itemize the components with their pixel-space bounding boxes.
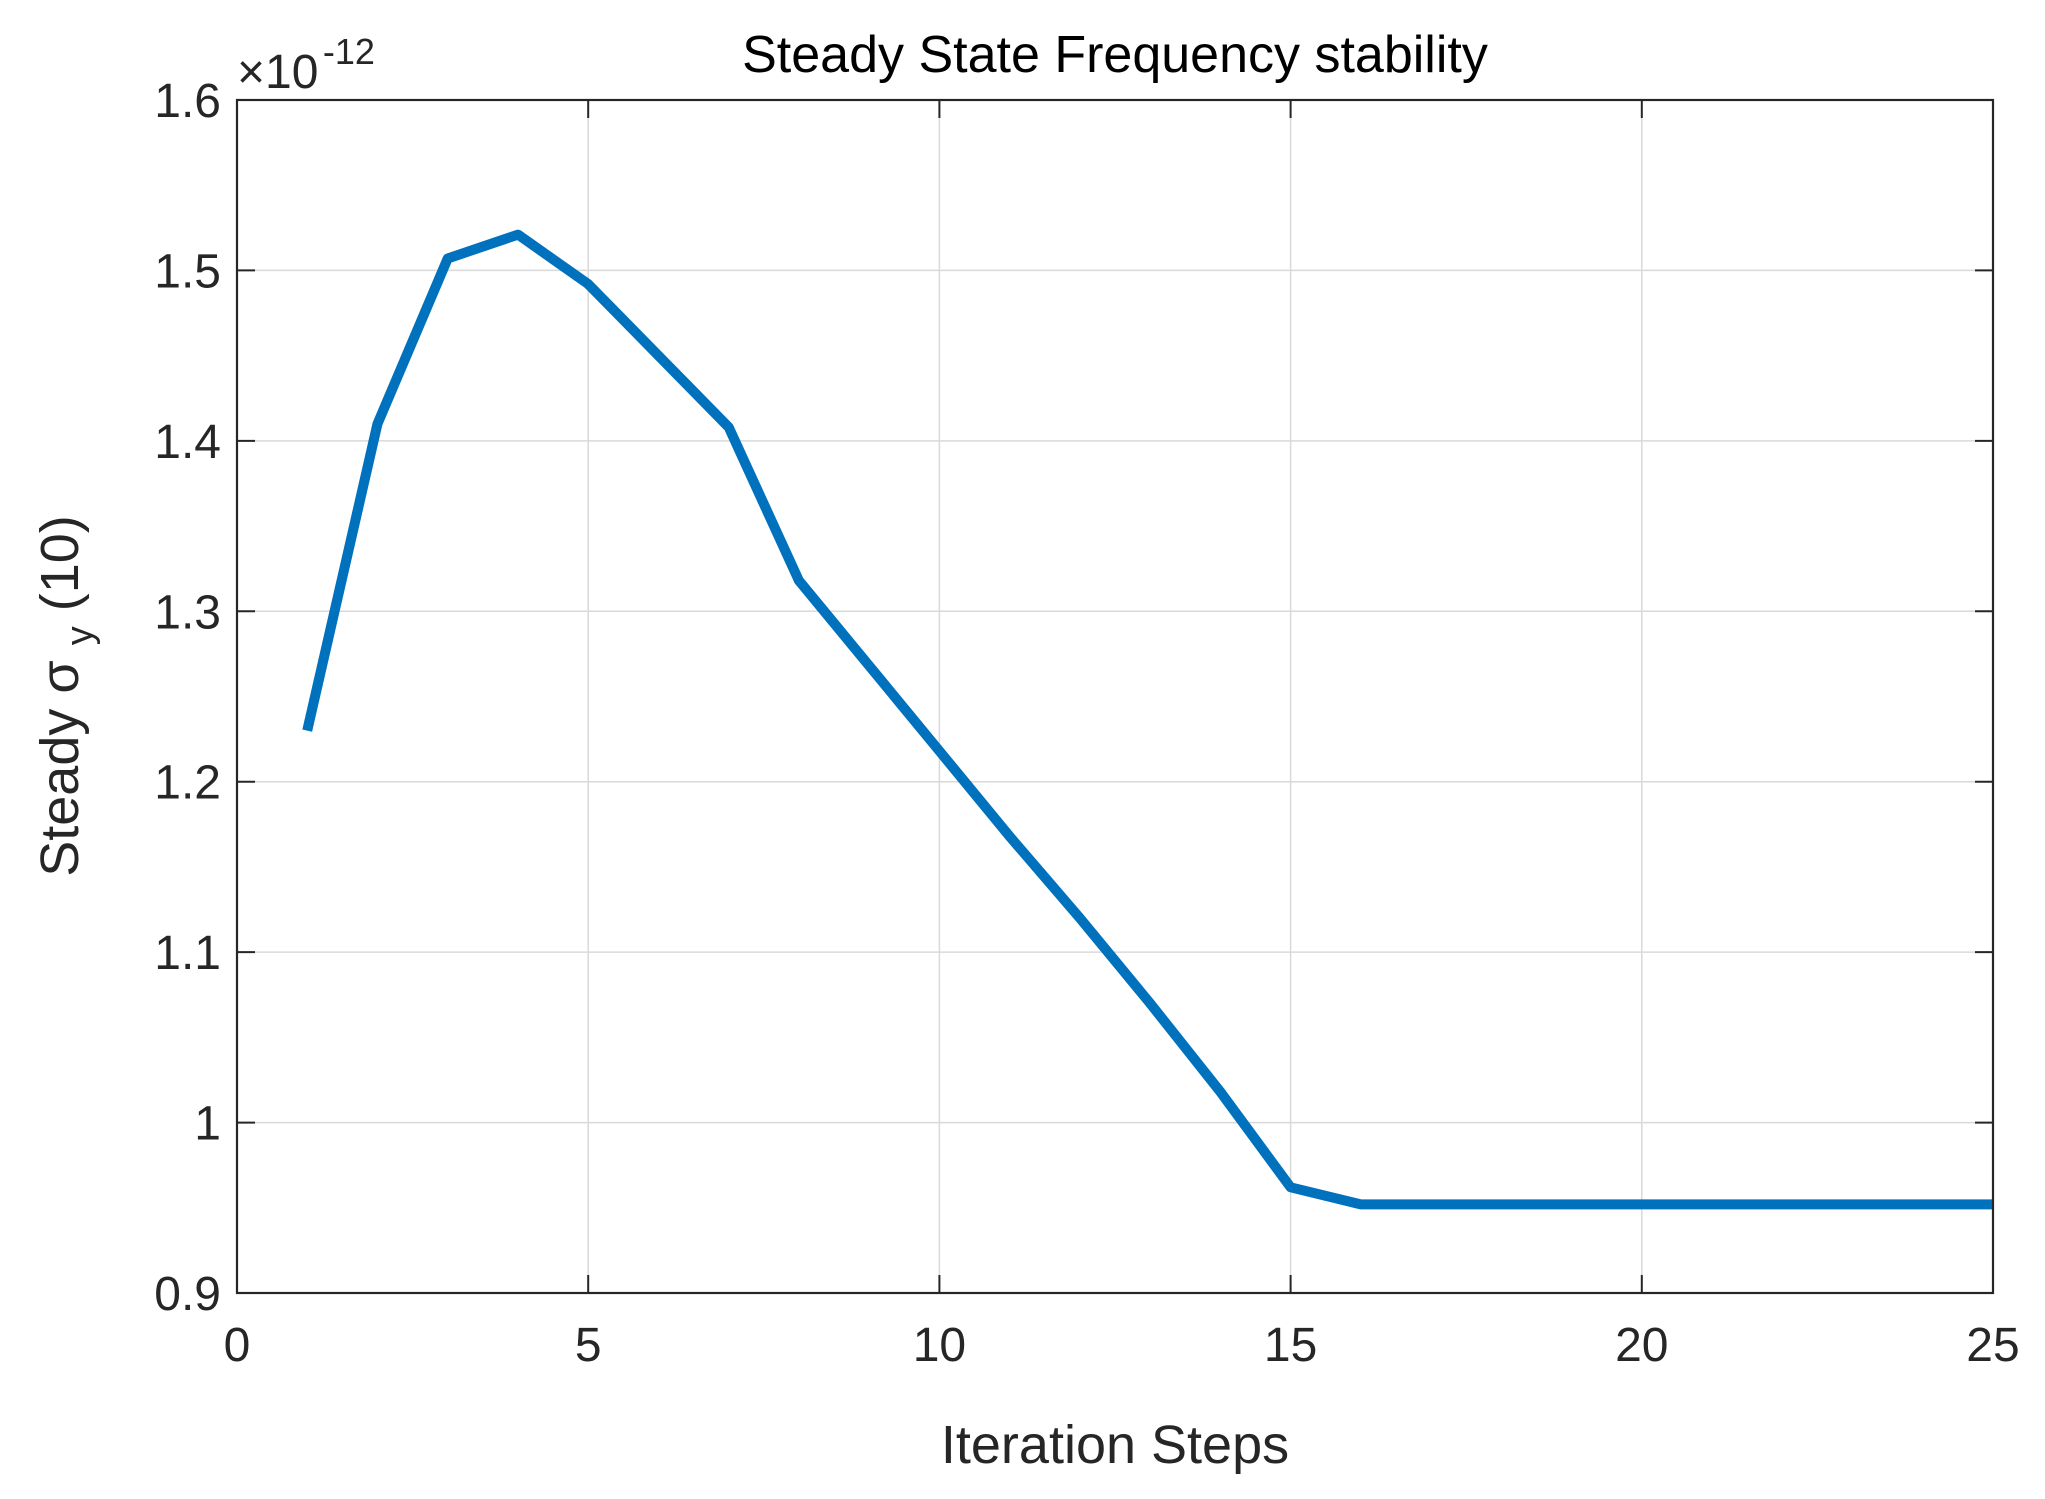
plot-area (237, 100, 1993, 1293)
y-tick-label: 1.3 (154, 586, 221, 639)
y-tick-label: 0.9 (154, 1268, 221, 1321)
y-axis-label-suffix: (10) (30, 515, 90, 611)
x-tick-label: 5 (575, 1319, 602, 1372)
tick-labels: 0 5 10 15 20 25 0.9 1 1.1 1.2 1.3 1.4 1.5 1.6 (154, 75, 2019, 1372)
x-axis-label: Iteration Steps (941, 1415, 1289, 1475)
y-tick-label: 1 (194, 1098, 221, 1151)
x-tick-label: 20 (1615, 1319, 1668, 1372)
y-tick-label: 1.5 (154, 245, 221, 298)
grid (237, 100, 1993, 1293)
ticks (236, 99, 1994, 1294)
plot-frame (235, 98, 1995, 1295)
y-exponent-label: ×10 -12 (237, 31, 375, 99)
x-tick-label: 25 (1966, 1319, 2019, 1372)
y-exponent-base: ×10 (237, 46, 318, 99)
y-tick-label: 1.2 (154, 757, 221, 810)
x-tick-label: 15 (1264, 1319, 1317, 1372)
y-tick-label: 1.4 (154, 416, 221, 469)
y-axis-label-subscript: y (59, 626, 101, 645)
chart-title: Steady State Frequency stability (742, 26, 1488, 84)
y-exponent-power: -12 (323, 31, 375, 72)
x-tick-label: 0 (224, 1319, 251, 1372)
y-axis-label-prefix: Steady σ (30, 660, 90, 876)
y-tick-label: 1.6 (154, 75, 221, 128)
y-tick-label: 1.1 (154, 927, 221, 980)
x-tick-label: 10 (913, 1319, 966, 1372)
series-layer (302, 229, 1994, 1210)
y-axis-label: Steady σ y (10) (30, 515, 104, 877)
